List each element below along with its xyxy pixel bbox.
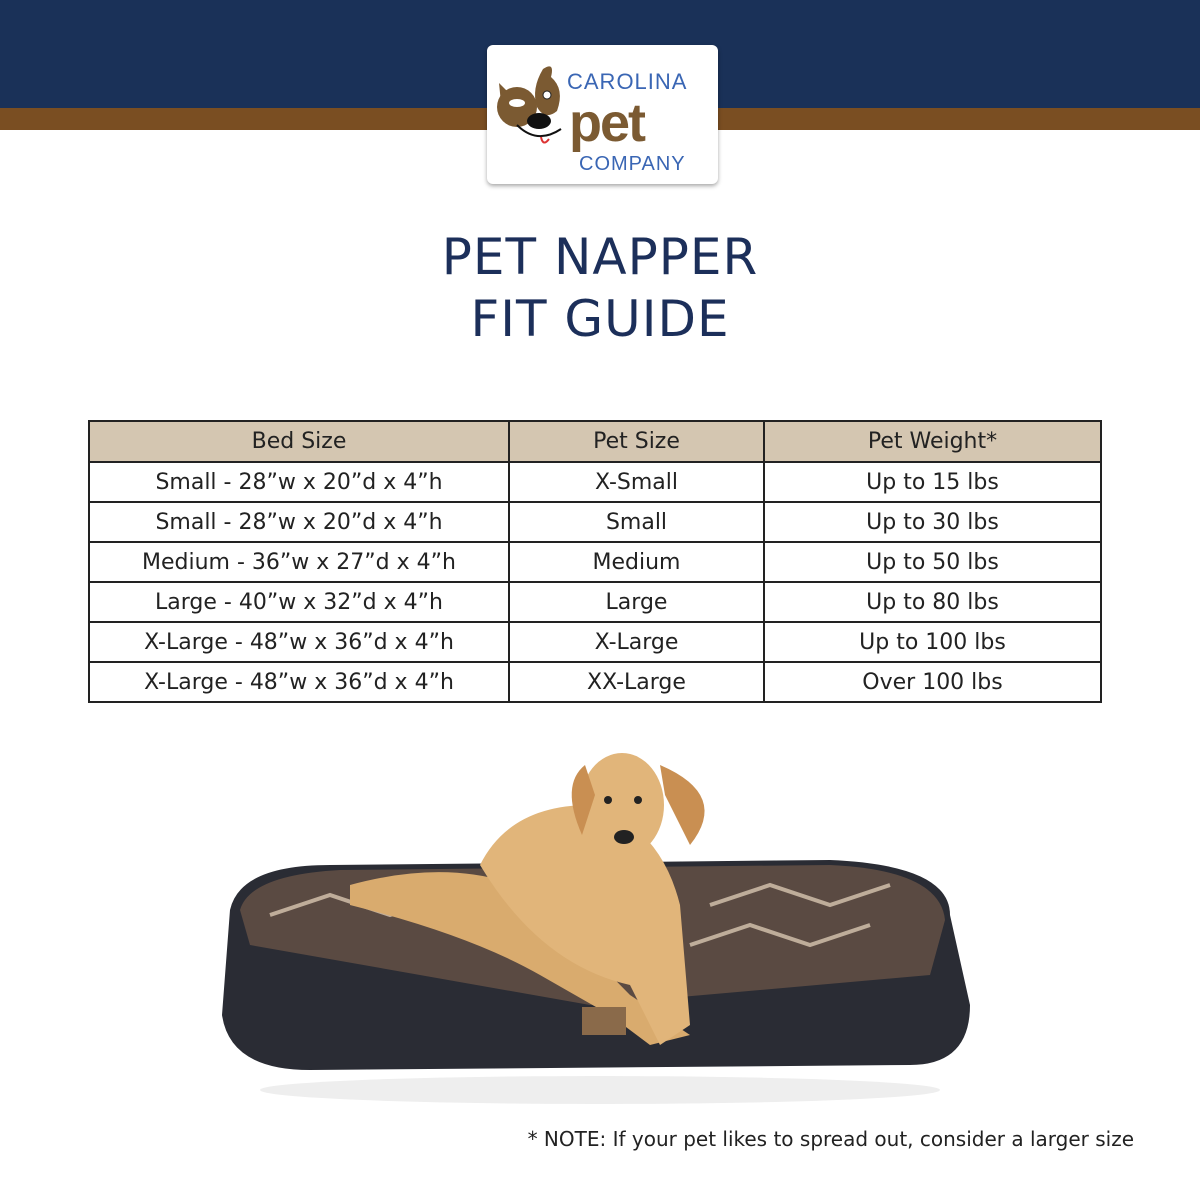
dog-on-bed-photo <box>222 753 970 1104</box>
cell-pet-weight: Up to 30 lbs <box>763 501 1102 543</box>
cell-pet-size: X-Small <box>508 461 765 503</box>
cell-pet-weight: Up to 80 lbs <box>763 581 1102 623</box>
cell-bed-size: Small - 28”w x 20”d x 4”h <box>88 461 510 503</box>
cell-bed-size: Medium - 36”w x 27”d x 4”h <box>88 541 510 583</box>
fit-guide-table: Bed Size Pet Size Pet Weight* Small - 28… <box>88 420 1102 703</box>
table-row: X-Large - 48”w x 36”d x 4”h XX-Large Over … <box>88 661 1102 703</box>
cell-pet-size: Small <box>508 501 765 543</box>
cell-pet-size: Large <box>508 581 765 623</box>
logo-text-company: COMPANY <box>579 153 686 175</box>
header-pet-weight: Pet Weight* <box>763 420 1102 463</box>
header-pet-size: Pet Size <box>508 420 765 463</box>
table-row: X-Large - 48”w x 36”d x 4”h X-Large Up to … <box>88 621 1102 663</box>
header-bed-size: Bed Size <box>88 420 510 463</box>
cell-bed-size: X-Large - 48”w x 36”d x 4”h <box>88 621 510 663</box>
logo-text-pet: pet <box>569 93 646 153</box>
cell-pet-size: XX-Large <box>508 661 765 703</box>
cell-bed-size: X-Large - 48”w x 36”d x 4”h <box>88 661 510 703</box>
logo-text-carolina: CAROLINA <box>567 69 688 94</box>
brand-logo: CAROLINA pet COMPANY <box>487 45 718 184</box>
page-title: PET NAPPER FIT GUIDE <box>0 226 1200 350</box>
table-row: Medium - 36”w x 27”d x 4”h Medium Up to 50… <box>88 541 1102 583</box>
cell-pet-weight: Over 100 lbs <box>763 661 1102 703</box>
table-row: Large - 40”w x 32”d x 4”h Large Up to 80 l… <box>88 581 1102 623</box>
table-header-row: Bed Size Pet Size Pet Weight* <box>88 420 1102 463</box>
cell-pet-weight: Up to 15 lbs <box>763 461 1102 503</box>
table-row: Small - 28”w x 20”d x 4”h X-Small Up to 15… <box>88 461 1102 503</box>
cell-pet-weight: Up to 50 lbs <box>763 541 1102 583</box>
title-line-1: PET NAPPER <box>441 228 759 286</box>
cell-bed-size: Small - 28”w x 20”d x 4”h <box>88 501 510 543</box>
cell-bed-size: Large - 40”w x 32”d x 4”h <box>88 581 510 623</box>
cell-pet-size: Medium <box>508 541 765 583</box>
dog-logo-icon <box>497 66 562 144</box>
cell-pet-weight: Up to 100 lbs <box>763 621 1102 663</box>
size-note: * NOTE: If your pet likes to spread out,… <box>527 1127 1134 1151</box>
table-row: Small - 28”w x 20”d x 4”h Small Up to 30 l… <box>88 501 1102 543</box>
cell-pet-size: X-Large <box>508 621 765 663</box>
title-line-2: FIT GUIDE <box>470 290 730 348</box>
